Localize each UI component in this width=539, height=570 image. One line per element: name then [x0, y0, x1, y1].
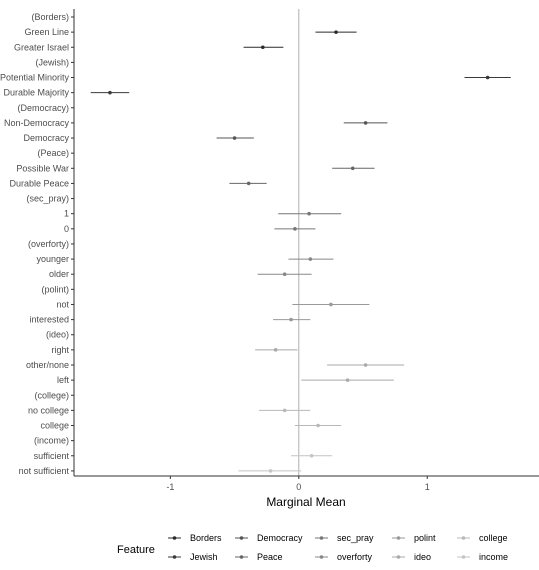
y-tick-label: Democracy [23, 133, 69, 143]
legend-item-label: Peace [257, 552, 283, 562]
y-tick-label: (Peace) [37, 148, 69, 158]
y-tick-label: not [56, 299, 69, 309]
y-tick-label: Durable Peace [9, 178, 69, 188]
estimate-point [282, 272, 287, 277]
estimate-point [282, 408, 287, 413]
y-tick-label: Green Line [24, 27, 69, 37]
legend-item-label: overforty [337, 552, 373, 562]
estimate-point [268, 469, 273, 473]
estimate-point [309, 453, 314, 458]
estimate-point [329, 302, 333, 307]
y-tick-label: (college) [34, 390, 69, 400]
y-tick-label: right [51, 345, 69, 355]
estimate-point [363, 363, 368, 367]
legend: Feature Borders Jewish Democracy Peace sec_p… [117, 533, 508, 562]
y-tick-label: Durable Majority [3, 88, 69, 98]
y-tick-label: (ideo) [46, 330, 69, 340]
estimate-point [334, 30, 338, 34]
y-tick-label: younger [36, 254, 69, 264]
legend-item-label: Jewish [190, 552, 218, 562]
x-tick-label: 1 [425, 482, 430, 492]
y-tick-label: (Jewish) [35, 57, 69, 67]
y-tick-label: not sufficient [19, 466, 70, 476]
y-tick-label: Potential Minority [0, 73, 69, 83]
y-tick-label: 1 [64, 209, 69, 219]
y-tick-label: (income) [34, 436, 69, 446]
x-axis-title: Marginal Mean [266, 495, 345, 509]
legend-key-point [172, 536, 177, 540]
legend-key-point [396, 555, 401, 559]
y-tick-label: college [40, 421, 69, 431]
legend-item-label: sec_pray [337, 533, 374, 543]
estimate-marks [90, 30, 511, 473]
legend-title: Feature [117, 544, 155, 556]
y-tick-label: sufficient [34, 451, 70, 461]
estimate-point [307, 211, 311, 216]
legend-item-label: income [479, 552, 508, 562]
estimate-point [485, 75, 490, 80]
estimate-point [293, 227, 297, 231]
estimate-point [108, 90, 112, 95]
legend-key-point [461, 555, 466, 559]
legend-key-point [396, 536, 401, 540]
y-tick-label: Possible War [16, 163, 69, 173]
estimate-point [308, 257, 313, 261]
estimate-point [261, 45, 265, 50]
legend-key-point [319, 536, 324, 540]
y-tick-label: (sec_pray) [26, 194, 69, 204]
estimate-point [246, 181, 251, 186]
y-tick-label: Greater Israel [14, 42, 69, 52]
estimate-point [273, 348, 278, 352]
legend-key-point [461, 536, 466, 540]
y-tick-label: no college [28, 405, 69, 415]
estimate-point [350, 166, 355, 171]
estimate-point [289, 317, 293, 322]
estimate-point [316, 423, 320, 428]
legend-item-label: ideo [414, 552, 431, 562]
y-tick-label: (Borders) [31, 12, 69, 22]
estimate-point [345, 378, 350, 382]
y-tick-label: Non-Democracy [4, 118, 70, 128]
y-tick-label: (overforty) [28, 239, 69, 249]
legend-key-point [172, 555, 177, 559]
y-tick-label: (Democracy) [17, 103, 69, 113]
estimate-point [232, 136, 237, 140]
legend-key-point [319, 555, 324, 559]
y-tick-label: older [49, 269, 69, 279]
legend-item-label: polint [414, 533, 436, 543]
legend-item-label: Borders [190, 533, 222, 543]
y-tick-label: interested [29, 315, 69, 325]
y-tick-label: left [57, 375, 70, 385]
legend-key-point [239, 536, 244, 540]
axes [71, 9, 539, 479]
legend-key-point [239, 555, 244, 559]
y-tick-labels: (Borders) Green Line Greater Israel (Jewish… [0, 12, 69, 476]
x-tick-label: -1 [166, 482, 174, 492]
estimate-point [363, 121, 368, 125]
y-tick-label: (polint) [41, 284, 69, 294]
x-tick-labels: -1 0 1 [166, 482, 429, 492]
y-tick-label: 0 [64, 224, 69, 234]
legend-item-label: college [479, 533, 508, 543]
legend-item-label: Democracy [257, 533, 303, 543]
y-tick-label: other/none [26, 360, 69, 370]
x-tick-label: 0 [296, 482, 301, 492]
